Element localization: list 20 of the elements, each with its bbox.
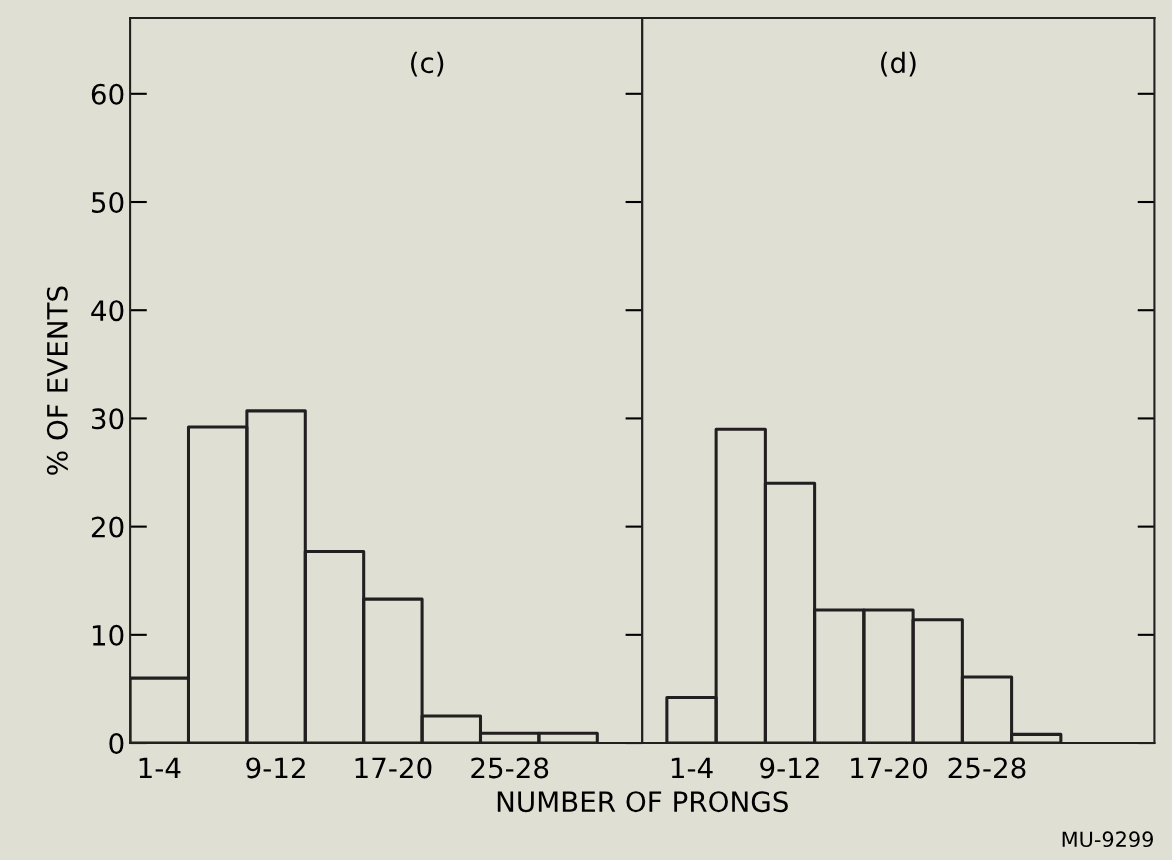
x-tick-label: 1-4: [671, 757, 713, 779]
x-tick-label: 25-28: [948, 757, 1026, 779]
y-axis-title: % OF EVENTS: [46, 286, 68, 475]
annotation: (c): [411, 51, 444, 77]
x-tick-label: 25-28: [471, 757, 549, 779]
y-tick-label: 30: [92, 408, 124, 430]
y-tick-label: 10: [92, 624, 124, 646]
x-tick-label: 17-20: [851, 757, 927, 779]
x-tick-label: 9-12: [760, 757, 819, 779]
y-tick-label: 0: [109, 732, 124, 754]
y-tick-label: 50: [92, 191, 124, 213]
y-tick-label: 40: [91, 300, 124, 322]
text: MU-9299: [1062, 831, 1153, 848]
y-tick-label: 20: [91, 516, 124, 538]
x-axis-title: NUMBER OF PRONGS: [497, 791, 788, 813]
x-tick-label: 17-20: [355, 757, 432, 779]
annotation: (d): [881, 51, 916, 77]
y-tick-label: 60: [91, 83, 124, 105]
x-tick-label: 1-4: [139, 757, 181, 779]
x-tick-label: 9-12: [246, 757, 305, 779]
